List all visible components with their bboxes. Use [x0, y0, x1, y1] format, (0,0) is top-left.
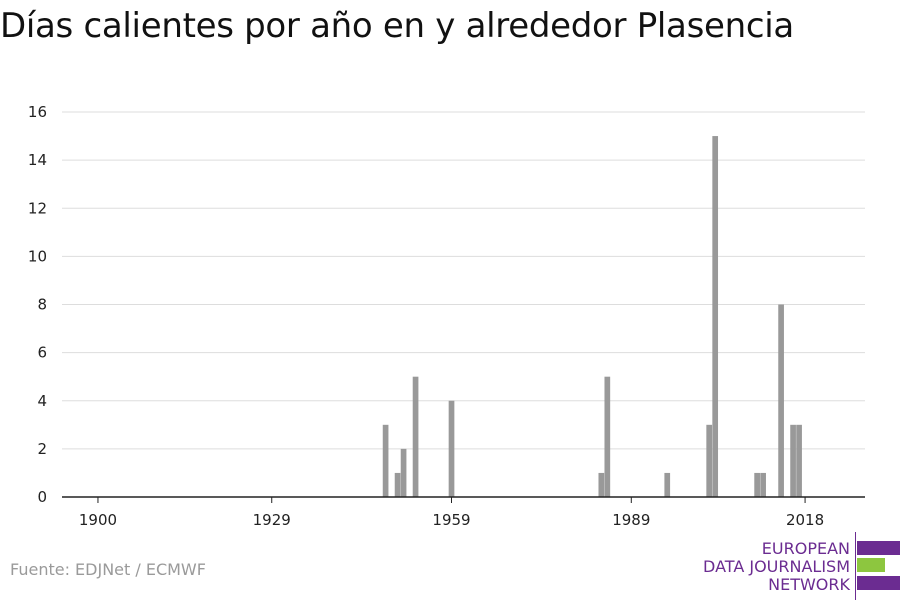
bar-1948 — [382, 424, 389, 497]
x-axis: 1900 1929 1959 1989 2018 — [62, 496, 865, 529]
y-tick-label-6: 6 — [37, 344, 47, 362]
logo-text-network: NETWORK — [768, 575, 850, 594]
x-tick-label-1900: 1900 — [79, 511, 117, 529]
logo-text-european: EUROPEAN — [761, 539, 850, 558]
grid-lines — [62, 111, 865, 450]
bar-1951 — [400, 448, 407, 497]
y-tick-label-10: 10 — [28, 247, 47, 265]
y-tick-label-12: 12 — [28, 199, 47, 217]
bar-2016 — [790, 424, 796, 497]
y-tick-label-14: 14 — [28, 151, 47, 169]
bar-2002 — [706, 424, 713, 497]
y-axis-labels: 0 2 4 6 8 10 12 14 16 — [28, 103, 47, 506]
bar-1995 — [664, 472, 671, 497]
chart: 0 2 4 6 8 10 12 14 16 1900 1929 1959 1989 2018 — [28, 103, 865, 529]
bar-1959 — [448, 400, 455, 497]
y-tick-label-16: 16 — [28, 103, 47, 121]
x-tick-label-2018: 2018 — [786, 511, 824, 529]
bar-1953 — [412, 376, 419, 497]
bar-1950 — [394, 472, 401, 497]
bar-2003 — [712, 136, 719, 497]
y-tick-label-0: 0 — [37, 488, 47, 506]
y-tick-label-8: 8 — [37, 296, 47, 314]
logo-bar-green — [857, 558, 885, 572]
logo-bar-purple-top — [857, 541, 900, 555]
bar-2014 — [778, 304, 784, 497]
bar-1984 — [598, 472, 605, 497]
x-tick-label-1959: 1959 — [432, 511, 470, 529]
bar-1985 — [604, 376, 611, 497]
y-tick-label-2: 2 — [37, 440, 47, 458]
logo-divider — [855, 532, 856, 600]
source-note: Fuente: EDJNet / ECMWF — [10, 560, 206, 579]
logo-bar-purple-bottom — [857, 576, 900, 590]
bar-2010 — [754, 472, 760, 497]
edjnet-logo[interactable]: EUROPEAN DATA JOURNALISM NETWORK — [700, 528, 900, 600]
bar-2011 — [760, 472, 766, 497]
chart-title: Días calientes por año en y alrededor Pl… — [0, 6, 794, 46]
y-tick-label-4: 4 — [37, 392, 47, 410]
x-tick-label-1929: 1929 — [253, 511, 291, 529]
bar-2017 — [796, 424, 802, 497]
bars — [382, 136, 802, 497]
x-tick-label-1989: 1989 — [612, 511, 650, 529]
logo-text-data-journalism: DATA JOURNALISM — [703, 557, 850, 576]
